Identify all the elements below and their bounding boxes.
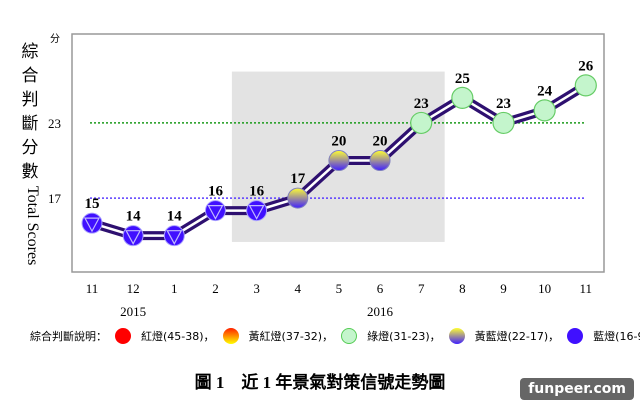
green-light-marker	[574, 74, 597, 97]
data-label: 26	[578, 58, 594, 74]
green-light-marker	[533, 99, 556, 122]
green-light-icon	[341, 328, 358, 344]
legend-label: 黃藍燈(22-17)，	[474, 330, 560, 343]
x-tick-label: 4	[295, 281, 302, 296]
legend-item-yellow-blue: 黃藍燈(22-17)，	[448, 328, 560, 344]
year-label: 2016	[367, 304, 394, 319]
yellow-blue-light-marker	[369, 150, 391, 172]
yellow-blue-light-marker	[328, 150, 350, 172]
data-label: 15	[85, 196, 100, 212]
y-tick-label: 23	[48, 116, 61, 131]
plot-frame	[71, 33, 605, 273]
data-label: 16	[208, 184, 224, 200]
red-light-icon	[115, 328, 131, 344]
x-tick-label: 5	[336, 281, 343, 296]
green-light-marker	[451, 86, 474, 109]
data-label: 20	[373, 134, 388, 150]
x-tick-label: 12	[127, 281, 140, 296]
data-label: 17	[290, 171, 306, 187]
x-tick-label: 9	[500, 281, 507, 296]
data-label: 16	[249, 184, 265, 200]
x-tick-label: 11	[580, 281, 593, 296]
y-axis-label: 綜合判斷分數	[21, 42, 39, 182]
data-label: 23	[414, 96, 429, 112]
figure-caption: 圖 1 近 1 年景氣對策信號走勢圖	[194, 373, 446, 392]
x-tick-label: 10	[538, 281, 551, 296]
yellow-blue-light-marker	[287, 187, 309, 209]
x-tick-label: 8	[459, 281, 466, 296]
year-label: 2015	[120, 304, 146, 319]
triangle-icon	[166, 230, 183, 245]
y-tick-label: 17	[48, 191, 62, 206]
data-label: 24	[537, 83, 553, 99]
triangle-icon	[83, 217, 101, 233]
legend-label: 紅燈(45-38)，	[141, 330, 215, 343]
green-light-marker	[410, 111, 433, 135]
legend: 綜合判斷說明： 紅燈(45-38)， 黃紅燈(37-32)， 綠燈(31-23)…	[30, 328, 640, 344]
legend-item-blue: 藍燈(16-9)。	[567, 328, 640, 344]
triangle-icon	[207, 205, 224, 220]
blue-light-icon	[567, 328, 584, 344]
x-tick-label: 2	[212, 281, 219, 296]
legend-label: 黃紅燈(37-32)，	[248, 330, 334, 343]
data-label: 14	[167, 209, 183, 225]
data-label: 23	[496, 96, 511, 112]
yellow-red-light-icon	[222, 328, 239, 344]
triangle-icon	[248, 205, 265, 220]
x-tick-label: 1	[171, 281, 178, 296]
legend-item-green: 綠燈(31-23)，	[341, 328, 441, 344]
green-light-marker	[492, 111, 515, 135]
y-axis-label-en: Total Scores	[24, 186, 41, 266]
x-tick-label: 7	[418, 281, 425, 296]
triangle-icon	[125, 230, 142, 245]
data-label: 14	[126, 209, 142, 225]
chart: 23 17 分 15 11 14 12 14 1 16 2 16 3 17 4 20 5 20 6 23 7 25 8 23 9…	[48, 33, 605, 319]
data-label: 20	[331, 134, 346, 150]
x-tick-label: 6	[377, 281, 384, 296]
watermark: funpeer.com	[520, 378, 634, 400]
legend-label: 綠燈(31-23)，	[367, 330, 441, 343]
x-tick-label: 3	[253, 281, 260, 296]
legend-item-red: 紅燈(45-38)，	[115, 328, 215, 344]
legend-item-yellow-red: 黃紅燈(37-32)，	[222, 328, 334, 344]
legend-label: 藍燈(16-9)。	[593, 330, 640, 343]
yellow-blue-light-icon	[448, 328, 465, 344]
data-label: 25	[455, 71, 470, 87]
legend-title: 綜合判斷說明：	[30, 330, 107, 343]
x-tick-label: 11	[86, 281, 99, 296]
y-unit-label: 分	[50, 33, 60, 45]
